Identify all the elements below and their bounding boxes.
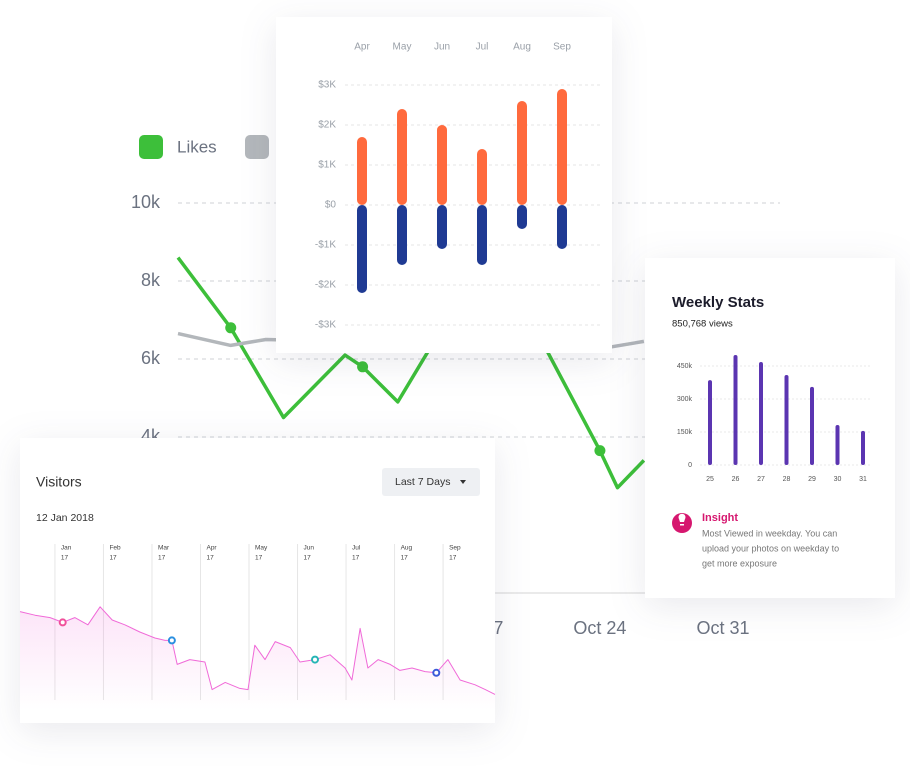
y-tick-label: -$3K — [315, 320, 336, 331]
card-title: Weekly Stats — [672, 294, 764, 311]
bar — [759, 362, 763, 465]
bar — [517, 205, 527, 229]
y-tick-label: 450k — [677, 363, 693, 370]
x-tick-label: Apr — [354, 42, 370, 53]
x-tick-year: 17 — [255, 555, 263, 562]
x-tick-label: Sep — [553, 42, 571, 53]
x-tick-label: Feb — [109, 545, 121, 552]
bar — [477, 149, 487, 205]
insight-icon — [672, 513, 692, 533]
y-tick-label: 150k — [677, 429, 693, 436]
revenue-card: $3K $2K $1K $0 -$1K -$2K -$3K Apr May Jun Jul Aug Se… — [276, 17, 612, 353]
y-tick-label: 8k — [141, 270, 161, 290]
marker — [594, 445, 606, 457]
x-tick-year: 17 — [61, 555, 69, 562]
bar — [437, 205, 447, 249]
y-tick-label: $0 — [325, 200, 337, 211]
y-tick-label: $3K — [318, 80, 336, 91]
y-tick-label: $1K — [318, 160, 336, 171]
bar — [835, 424, 840, 465]
x-tick-year: 17 — [352, 555, 360, 562]
y-tick-label: 0 — [688, 462, 692, 469]
x-tick-label: May — [255, 545, 268, 552]
x-tick-label: Jan — [61, 545, 72, 552]
y-tick-label: 6k — [141, 348, 161, 368]
weekly-card: Weekly Stats 850,768 views Insight Most … — [645, 258, 895, 598]
x-tick-label: Jul — [352, 545, 361, 552]
x-tick-label: Jul — [476, 42, 489, 53]
bar — [733, 355, 738, 465]
x-tick-label: Jun — [304, 545, 315, 552]
visitors-card: Visitors Last 7 Days 12 Jan 2018 Jan 17 Fe… — [19, 438, 496, 723]
x-tick-label: Oct 31 — [696, 618, 749, 638]
y-tick-label: -$1K — [315, 240, 336, 251]
insight-text: get more exposure — [702, 558, 777, 568]
bar — [517, 101, 527, 205]
card-title: Visitors — [36, 474, 82, 490]
bar — [557, 205, 567, 249]
insight-text: Most Viewed in weekday. You can — [702, 528, 837, 538]
line — [176, 256, 646, 490]
y-tick-label: -$2K — [315, 280, 336, 291]
bar — [477, 205, 487, 265]
bar — [357, 205, 367, 293]
x-tick-label: Aug — [513, 42, 531, 53]
x-tick-label: 29 — [808, 476, 816, 483]
x-tick-label: 25 — [706, 476, 714, 483]
x-tick-year: 17 — [401, 555, 409, 562]
bar — [397, 109, 407, 205]
insight-text: upload your photos on weekday to — [702, 543, 839, 553]
y-tick-label: 300k — [677, 396, 693, 403]
x-tick-label: 30 — [834, 476, 842, 483]
x-tick-label: Oct 24 — [573, 618, 626, 638]
area — [20, 606, 495, 710]
bar — [861, 430, 865, 465]
bar — [437, 125, 447, 205]
marker — [167, 636, 176, 645]
subtitle: 850,768 views — [672, 319, 733, 330]
x-tick-label: Sep — [449, 545, 461, 552]
bar — [810, 386, 814, 465]
card — [645, 258, 895, 598]
marker — [58, 618, 67, 627]
x-tick-label: 28 — [783, 476, 791, 483]
marker — [357, 361, 369, 373]
bar — [708, 380, 712, 465]
bar — [784, 375, 789, 465]
x-tick-label: Aug — [401, 545, 413, 552]
x-tick-year: 17 — [304, 555, 312, 562]
x-tick-label: 31 — [859, 476, 867, 483]
dropdown-box[interactable] — [382, 468, 480, 496]
marker — [432, 668, 441, 677]
x-tick-label: Apr — [206, 545, 217, 552]
legend-swatch — [245, 135, 269, 159]
y-tick-label: 10k — [131, 192, 161, 212]
bar — [557, 89, 567, 205]
x-tick-label: Jun — [434, 42, 450, 53]
marker — [225, 322, 237, 334]
x-tick-year: 17 — [206, 555, 214, 562]
y-tick-label: $2K — [318, 120, 336, 131]
dropdown[interactable]: Last 7 Days — [382, 468, 480, 496]
x-tick-label: May — [393, 42, 412, 53]
bar — [357, 137, 367, 205]
x-tick-year: 17 — [449, 555, 457, 562]
caret[interactable] — [460, 480, 466, 484]
x-tick-label: Mar — [158, 545, 170, 552]
insight-title: Insight — [702, 512, 738, 524]
bulb — [678, 513, 686, 526]
dropdown-label[interactable]: Last 7 Days — [395, 476, 450, 488]
x-tick-label: 26 — [732, 476, 740, 483]
x-tick-year: 17 — [158, 555, 166, 562]
legend-swatch — [139, 135, 163, 159]
line — [19, 606, 496, 695]
date: 12 Jan 2018 — [36, 512, 94, 524]
x-tick-year: 17 — [109, 555, 117, 562]
bar — [397, 205, 407, 265]
marker — [310, 655, 319, 664]
x-tick-label: 27 — [757, 476, 765, 483]
legend-label: Likes — [177, 137, 217, 156]
